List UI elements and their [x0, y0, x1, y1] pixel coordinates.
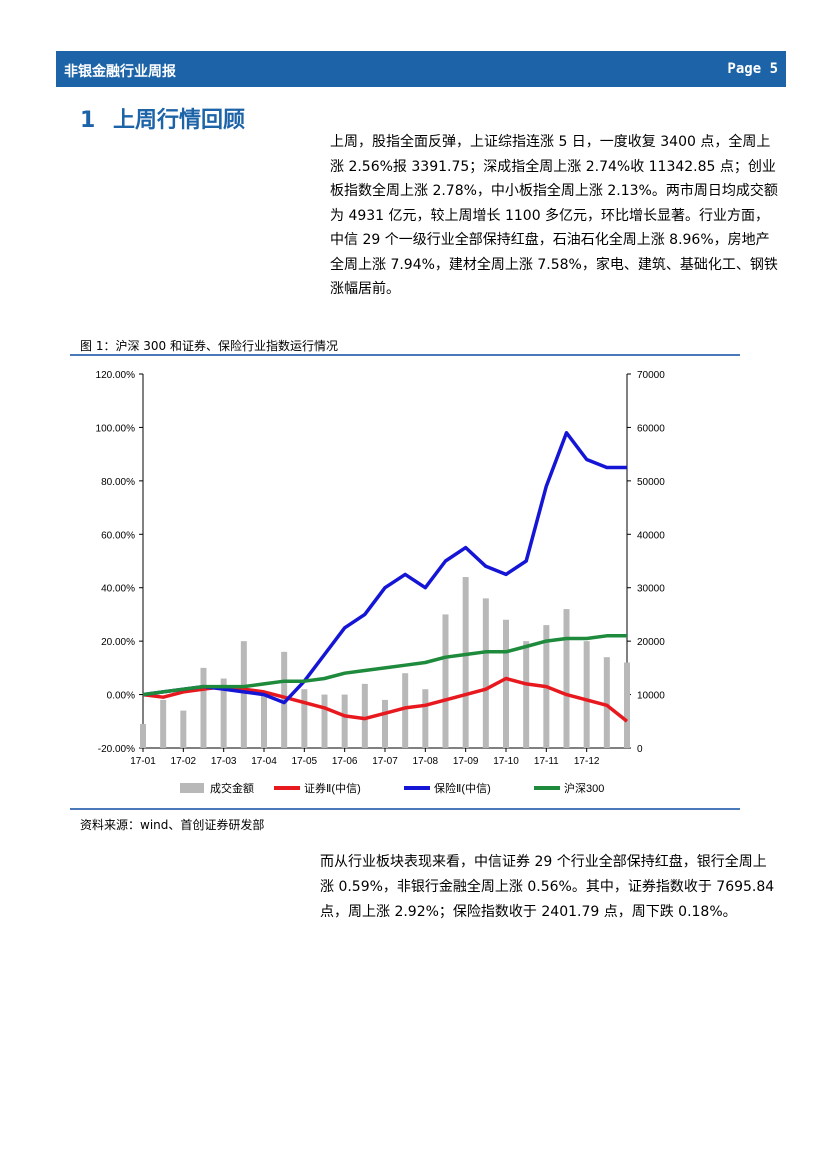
volume-bar: [180, 710, 187, 748]
volume-bar: [200, 667, 207, 748]
figure-source: 资料来源：wind、首创证券研发部: [80, 818, 265, 832]
legend-swatch: [180, 783, 204, 793]
y-right-tick-label: 0: [637, 744, 643, 755]
x-tick-label: 17-09: [453, 756, 479, 767]
figure-top-rule: [70, 354, 740, 356]
volume-bar: [503, 619, 509, 748]
y-right-tick-label: 60000: [637, 423, 665, 434]
y-left-tick-label: 20.00%: [101, 637, 135, 648]
index-chart: 120.00% 100.00% 80.00% 60.00% 40.00% 20.00% 0.…: [96, 370, 666, 795]
volume-bar: [482, 598, 489, 748]
x-tick-label: 17-02: [171, 756, 197, 767]
volume-bar: [220, 678, 227, 748]
volume-bar: [321, 694, 328, 748]
volume-bar: [160, 699, 167, 748]
x-tick-label: 17-04: [251, 756, 277, 767]
y-right-tick-label: 20000: [637, 637, 665, 648]
volume-bar: [402, 673, 409, 748]
report-header: 非银金融行业周报 Page 5: [56, 51, 786, 87]
volume-bar: [301, 689, 308, 748]
volume-bar: [261, 694, 267, 748]
legend-label: 证券Ⅱ(中信): [304, 781, 361, 795]
volume-bar: [361, 683, 368, 748]
y-left-tick-label: 0.00%: [107, 691, 135, 702]
x-tick-label: 17-01: [130, 756, 156, 767]
volume-bar: [240, 641, 247, 748]
y-right-tick-label: 10000: [637, 691, 665, 702]
volume-bar: [442, 614, 449, 748]
volume-bar: [341, 694, 348, 748]
volume-bar: [523, 641, 530, 748]
y-right-tick-label: 30000: [637, 584, 665, 595]
series-line: [142, 431, 627, 705]
volume-bar: [583, 641, 590, 748]
x-tick-label: 17-07: [372, 756, 398, 767]
y-left-tick-label: 120.00%: [96, 370, 136, 381]
report-title: 非银金融行业周报: [64, 64, 176, 80]
volume-bar: [281, 651, 288, 748]
x-tick-label: 17-12: [574, 756, 600, 767]
page-number: Page 5: [727, 61, 778, 77]
figure-bottom-rule: [70, 808, 740, 810]
legend-label: 成交金额: [210, 781, 254, 795]
x-tick-label: 17-08: [413, 756, 439, 767]
legend-label: 保险Ⅱ(中信): [434, 781, 491, 795]
volume-bar: [422, 689, 429, 748]
y-left-tick-label: 60.00%: [101, 530, 135, 541]
section-number: 1: [80, 108, 96, 133]
y-right-tick-label: 70000: [637, 370, 665, 381]
volume-bar: [140, 723, 146, 748]
y-left-tick-label: 40.00%: [101, 584, 135, 595]
x-tick-label: 17-03: [211, 756, 237, 767]
section-title: 上周行情回顾: [112, 108, 245, 133]
legend-label: 沪深300: [564, 781, 604, 795]
volume-bar: [603, 657, 610, 748]
y-left-tick-label: 80.00%: [101, 477, 135, 488]
section-heading: 1 上周行情回顾: [80, 102, 245, 134]
volume-bar: [563, 609, 570, 748]
y-right-tick-label: 50000: [637, 477, 665, 488]
sector-paragraph: 而从行业板块表现来看，中信证券 29 个行业全部保持红盘，银行全周上涨 0.59…: [320, 854, 775, 920]
y-left-tick-label: 100.00%: [96, 423, 136, 434]
volume-bar: [462, 577, 469, 748]
x-tick-label: 17-10: [493, 756, 519, 767]
x-tick-label: 17-05: [292, 756, 318, 767]
x-tick-label: 17-06: [332, 756, 358, 767]
market-review-paragraph: 上周，股指全面反弹，上证综指连涨 5 日，一度收复 3400 点，全周上涨 2.…: [330, 134, 778, 297]
volume-bar: [382, 699, 388, 748]
x-tick-label: 17-11: [534, 756, 559, 767]
figure-caption: 图 1：沪深 300 和证券、保险行业指数运行情况: [80, 339, 338, 353]
y-right-tick-label: 40000: [637, 530, 665, 541]
series-line: [142, 634, 627, 697]
volume-bar: [624, 662, 630, 748]
y-left-tick-label: -20.00%: [98, 744, 135, 755]
